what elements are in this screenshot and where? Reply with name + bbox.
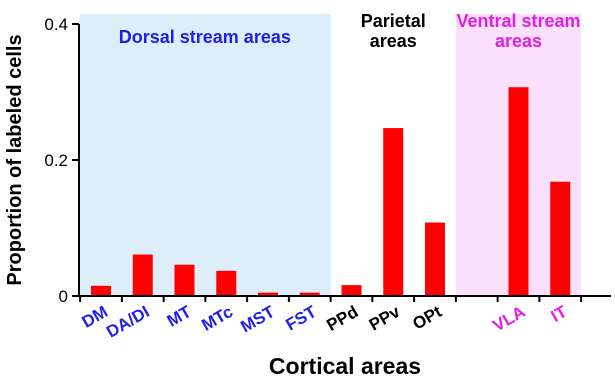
bar	[216, 270, 237, 296]
bar	[508, 87, 529, 297]
y-ticks: 0 0.2 0.4	[44, 15, 79, 306]
x-tick-label: PPv	[366, 302, 404, 335]
bar	[258, 292, 278, 296]
region-backgrounds	[80, 14, 582, 296]
x-tick-label: MST	[237, 302, 278, 337]
bar	[341, 285, 362, 296]
bar	[91, 285, 111, 296]
region-label: areas	[370, 31, 417, 51]
region-label: areas	[495, 31, 542, 51]
region-label: Parietal	[361, 11, 426, 31]
x-ticks	[79, 296, 583, 302]
region-label: Ventral stream	[456, 11, 580, 31]
y-tick-label: 0	[59, 287, 68, 306]
region-background	[80, 14, 331, 296]
x-tick-label: OPt	[409, 302, 445, 334]
bar	[132, 254, 153, 296]
y-tick-label: 0.4	[44, 15, 68, 34]
bar	[174, 264, 195, 296]
x-tick-label: FST	[282, 302, 320, 335]
region-labels: Dorsal stream areasParietalareasVentral …	[119, 11, 581, 51]
x-tick-label: MTc	[198, 302, 236, 335]
bar	[383, 128, 404, 296]
bar	[550, 181, 571, 296]
x-axis-title: Cortical areas	[269, 353, 421, 379]
x-tick-label: MT	[164, 302, 195, 331]
y-tick-label: 0.2	[44, 151, 68, 170]
x-tick-label: IT	[548, 302, 571, 326]
x-tick-label: VLA	[490, 302, 529, 335]
x-tick-label: DA/DI	[103, 302, 153, 342]
bars	[91, 87, 571, 297]
y-axis-title: Proportion of labeled cells	[4, 34, 26, 285]
bar	[299, 292, 320, 296]
region-label: Dorsal stream areas	[119, 27, 291, 47]
x-tick-label: PPd	[323, 302, 361, 335]
bar	[425, 222, 445, 296]
